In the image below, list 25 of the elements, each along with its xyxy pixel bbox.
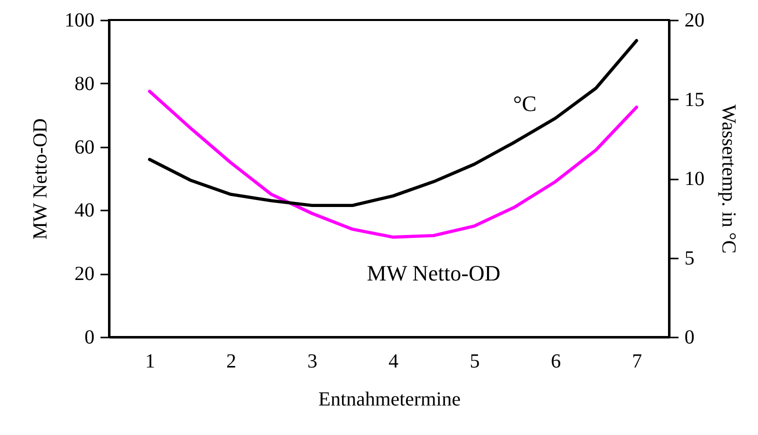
x-tick-label: 7 (632, 350, 642, 372)
x-axis-title: Entnahmetermine (318, 388, 461, 410)
line-series (148, 39, 638, 208)
series-label: MW Netto-OD (366, 260, 500, 286)
y2-tick-label: 15 (684, 88, 704, 111)
x-tick-label: 3 (307, 350, 318, 372)
y-tick-label: 80 (74, 72, 94, 95)
y-tick-label: 40 (74, 200, 94, 222)
x-tick-label: 1 (145, 350, 156, 372)
y-tick-label: 60 (74, 136, 94, 158)
y2-axis-title: Wassertemp. in °C (718, 104, 740, 254)
y-tick-label: 0 (84, 326, 94, 348)
line-series (148, 90, 638, 239)
x-tick-label: 5 (470, 350, 480, 372)
y2-tick-label: 10 (684, 168, 704, 190)
series-label: °C (513, 91, 537, 116)
x-tick-label: 4 (388, 350, 399, 372)
y-axis-title: MW Netto-OD (30, 118, 52, 240)
y2-tick-label: 20 (684, 10, 704, 32)
y2-tick-label: 5 (684, 247, 694, 270)
y-tick-label: 20 (74, 263, 94, 286)
y-tick-label: 100 (64, 10, 94, 32)
x-tick-label: 2 (226, 350, 236, 372)
y2-tick-label: 0 (684, 326, 694, 348)
x-tick-label: 6 (550, 350, 561, 372)
